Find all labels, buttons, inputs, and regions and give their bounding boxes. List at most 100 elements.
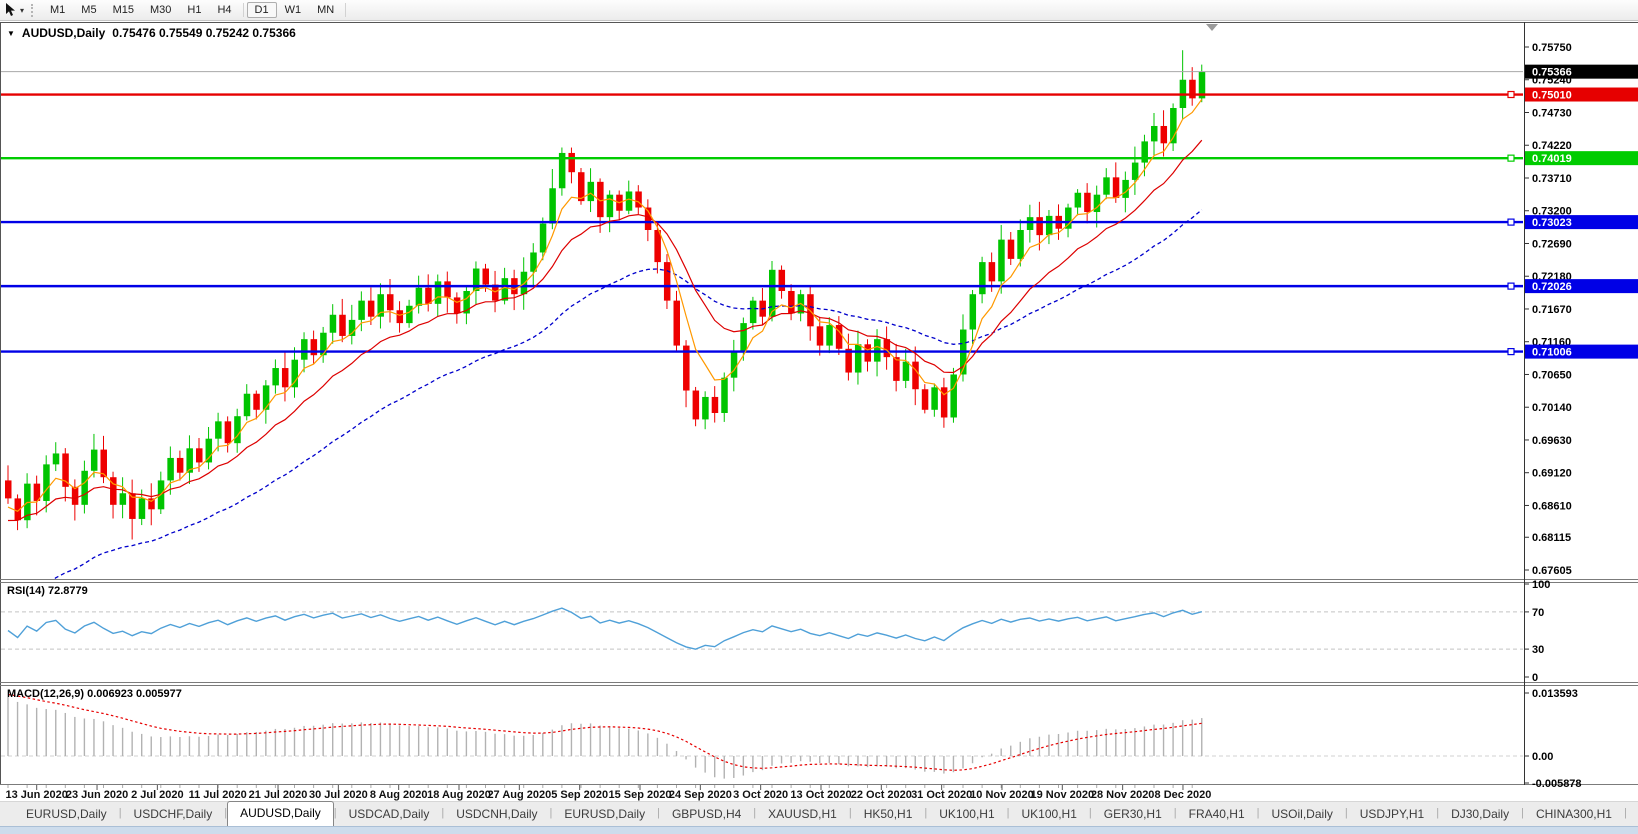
svg-text:8 Dec 2020: 8 Dec 2020 — [1155, 789, 1212, 801]
tab-uk100-h1[interactable]: UK100,H1 — [1021, 807, 1077, 821]
svg-text:13 Oct 2020: 13 Oct 2020 — [790, 789, 851, 801]
macd-panel — [1, 693, 1523, 779]
tab-gbpusd-h4[interactable]: GBPUSD,H4 — [671, 807, 742, 821]
svg-text:13 Jun 2020: 13 Jun 2020 — [6, 789, 68, 801]
macd-axis: 0.013593 0.00 -0.005878 — [1524, 688, 1582, 790]
tab-divider: | — [1088, 807, 1092, 819]
timeframe-button-h1[interactable]: H1 — [187, 4, 202, 16]
svg-text:0.00: 0.00 — [1532, 751, 1553, 763]
svg-text:0.74019: 0.74019 — [1532, 153, 1572, 165]
rsi-label: RSI(14) 72.8779 — [7, 585, 88, 597]
main-plot — [1, 23, 1523, 579]
chart-plot-area[interactable] — [1, 23, 1523, 579]
rsi-panel — [1, 607, 1523, 650]
tab-eurusd-daily[interactable]: EURUSD,Daily — [26, 807, 107, 821]
svg-text:5 Sep 2020: 5 Sep 2020 — [551, 789, 608, 801]
tab-usdchf-daily[interactable]: USDCHF,Daily — [133, 807, 213, 821]
macd-label: MACD(12,26,9) 0.006923 0.005977 — [7, 688, 182, 700]
svg-text:0.67605: 0.67605 — [1532, 565, 1572, 577]
collapse-triangle-icon[interactable]: ▼ — [7, 28, 15, 38]
tab-usdjpy-h1[interactable]: USDJPY,H1 — [1359, 807, 1425, 821]
toolbar: ▾ M1 M5 M15 M30 H1 H4 D1 W1 MN — [0, 0, 1638, 21]
chart-tabs: EURUSD,Daily | USDCHF,Daily | AUDUSD,Daily | U… — [0, 801, 1638, 826]
timeframe-button-m15[interactable]: M15 — [112, 4, 134, 16]
timeframe-button-m30[interactable]: M30 — [149, 4, 172, 16]
ohlc-values: 0.75476 0.75549 0.75242 0.75366 — [112, 26, 296, 40]
timeframe-button-h4[interactable]: H4 — [217, 4, 232, 16]
tab-usdcad-daily[interactable]: USDCAD,Daily — [348, 807, 430, 821]
tab-usoil-h1[interactable]: USOil,H1 — [1627, 803, 1638, 826]
macd-signal-line — [7, 693, 1202, 771]
toolbar-separator — [242, 3, 244, 17]
chart-shift-marker[interactable] — [1206, 24, 1218, 31]
timeframe-button-mn[interactable]: MN — [317, 4, 335, 16]
svg-text:0.68115: 0.68115 — [1532, 532, 1571, 544]
cursor-tool-dropdown-icon[interactable]: ▾ — [20, 5, 25, 15]
tab-usoil-daily[interactable]: USOil,Daily — [1271, 807, 1333, 821]
svg-text:0.74730: 0.74730 — [1532, 107, 1572, 119]
tab-xauusd-h1[interactable]: XAUUSD,H1 — [768, 807, 837, 821]
status-bar — [0, 826, 1638, 834]
tab-hk50-h1[interactable]: HK50,H1 — [863, 807, 913, 821]
candles — [5, 50, 1206, 540]
svg-text:0.69120: 0.69120 — [1532, 468, 1572, 480]
svg-text:0.72690: 0.72690 — [1532, 238, 1572, 250]
svg-text:10 Nov 2020: 10 Nov 2020 — [970, 789, 1034, 801]
svg-text:0.73200: 0.73200 — [1532, 206, 1572, 218]
cursor-tool-icon[interactable] — [2, 3, 18, 18]
tab-dj30-daily[interactable]: DJ30,Daily — [1451, 807, 1510, 821]
tab-divider: | — [1521, 807, 1524, 819]
svg-text:27 Aug 2020: 27 Aug 2020 — [487, 789, 551, 801]
tab-divider: | — [441, 807, 445, 819]
tab-audusd-daily[interactable]: AUDUSD,Daily — [227, 801, 334, 826]
level-lines[interactable] — [1, 90, 1523, 356]
tab-divider: | — [1623, 807, 1627, 819]
tab-divider: | — [224, 807, 228, 819]
svg-text:2 Jul 2020: 2 Jul 2020 — [131, 789, 184, 801]
toolbar-grip — [31, 3, 35, 17]
tab-fra40-h1[interactable]: FRA40,H1 — [1188, 807, 1245, 821]
tab-uk100-h1[interactable]: UK100,H1 — [939, 807, 995, 821]
timeframe-button-m5[interactable]: M5 — [81, 4, 97, 16]
svg-text:30: 30 — [1532, 644, 1544, 656]
tab-divider: | — [848, 807, 852, 819]
ma-lines — [7, 99, 1203, 579]
svg-text:31 Oct 2020: 31 Oct 2020 — [911, 789, 972, 801]
tab-eurusd-daily[interactable]: EURUSD,Daily — [564, 807, 646, 821]
price-tag: 0.75366 — [1525, 64, 1638, 79]
tab-divider: | — [657, 807, 660, 819]
tab-divider: | — [333, 807, 337, 819]
svg-text:0.70650: 0.70650 — [1532, 369, 1572, 381]
svg-text:28 Nov 2020: 28 Nov 2020 — [1091, 789, 1155, 801]
tab-divider: | — [753, 807, 757, 819]
svg-text:30 Jul 2020: 30 Jul 2020 — [309, 789, 368, 801]
tab-china300-h1[interactable]: CHINA300,H1 — [1535, 807, 1612, 821]
svg-text:70: 70 — [1532, 607, 1544, 619]
price-tag: 0.74019 — [1525, 151, 1638, 166]
svg-text:23 Jun 2020: 23 Jun 2020 — [66, 789, 128, 801]
timeframe-button-w1[interactable]: W1 — [284, 4, 302, 16]
price-tag: 0.71006 — [1525, 344, 1638, 359]
svg-text:3 Oct 2020: 3 Oct 2020 — [733, 789, 788, 801]
svg-text:11 Jul 2020: 11 Jul 2020 — [189, 789, 247, 801]
svg-text:0.72026: 0.72026 — [1532, 281, 1572, 293]
svg-text:0.75366: 0.75366 — [1532, 67, 1572, 79]
window-frame — [0, 22, 1638, 785]
cursor-arrow-icon — [5, 3, 15, 16]
chart-title: ▼ AUDUSD,Daily 0.75476 0.75549 0.75242 0… — [7, 26, 296, 40]
tab-usdcnh-daily[interactable]: USDCNH,Daily — [456, 807, 538, 821]
svg-text:15 Sep 2020: 15 Sep 2020 — [609, 789, 672, 801]
timeframe-button-d1[interactable]: D1 — [246, 2, 277, 18]
price-tag: 0.73023 — [1525, 215, 1638, 230]
svg-text:19 Nov 2020: 19 Nov 2020 — [1031, 789, 1095, 801]
svg-text:0.75750: 0.75750 — [1532, 42, 1572, 54]
timeframe-button-m1[interactable]: M1 — [50, 4, 66, 16]
svg-text:0: 0 — [1532, 672, 1538, 684]
svg-text:0.70140: 0.70140 — [1532, 402, 1572, 414]
tab-divider: | — [1006, 807, 1010, 819]
price-tag: 0.75010 — [1525, 87, 1638, 102]
tab-ger30-h1[interactable]: GER30,H1 — [1103, 807, 1162, 821]
svg-text:24 Sep 2020: 24 Sep 2020 — [669, 789, 732, 801]
